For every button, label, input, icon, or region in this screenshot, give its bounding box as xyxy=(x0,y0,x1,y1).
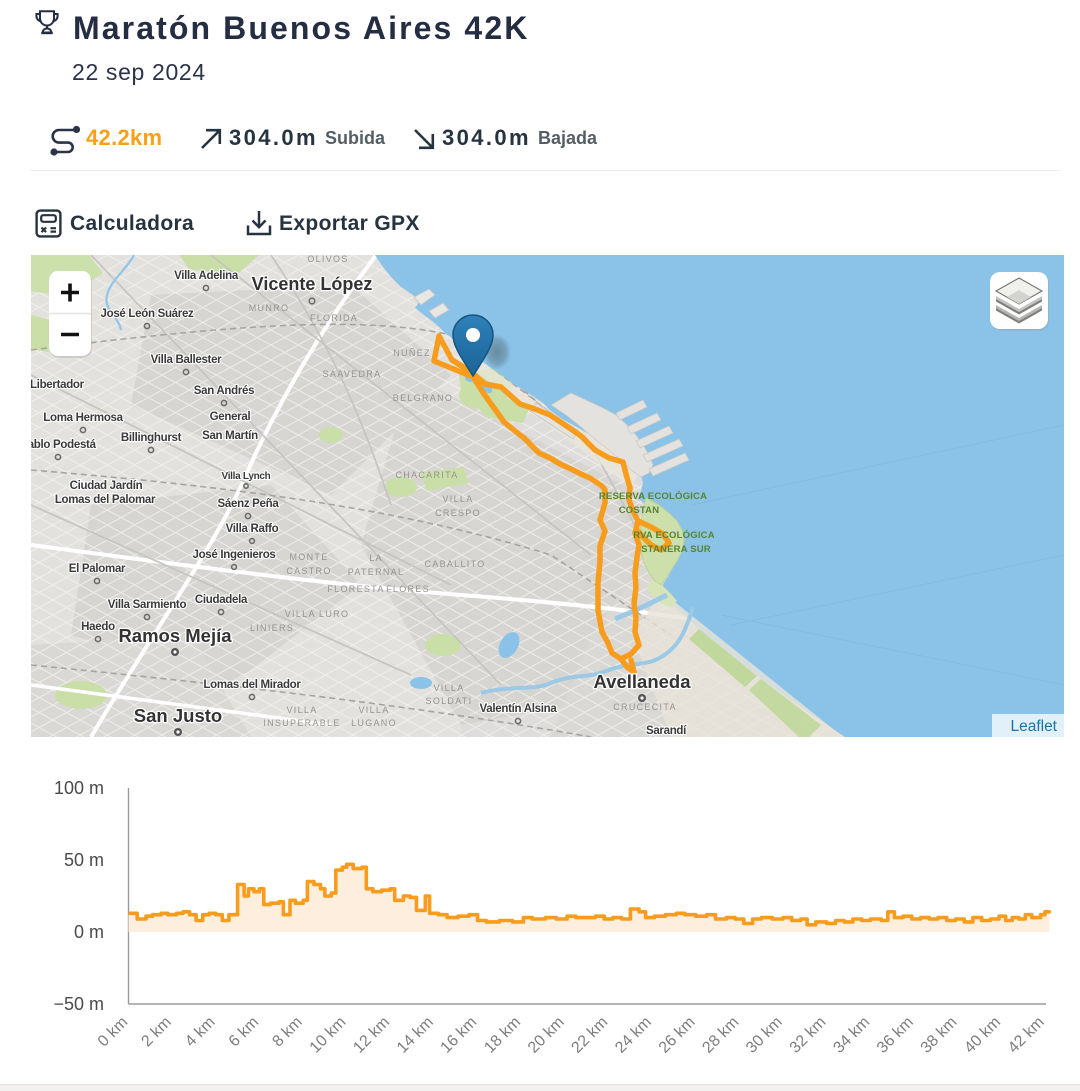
svg-text:Billinghurst: Billinghurst xyxy=(121,432,182,444)
svg-text:Villa Adelina: Villa Adelina xyxy=(174,270,239,282)
svg-text:CABALLITO: CABALLITO xyxy=(424,559,485,569)
svg-text:14 km: 14 km xyxy=(394,1014,437,1057)
svg-text:34 km: 34 km xyxy=(830,1014,873,1057)
svg-text:26 km: 26 km xyxy=(656,1014,699,1057)
svg-text:CASTRO: CASTRO xyxy=(286,566,331,576)
svg-text:Sáenz Peña: Sáenz Peña xyxy=(218,498,280,510)
svg-text:30 km: 30 km xyxy=(743,1014,786,1057)
svg-text:10 km: 10 km xyxy=(307,1014,350,1057)
svg-text:16 km: 16 km xyxy=(438,1014,481,1057)
svg-text:San Martín: San Martín xyxy=(202,430,258,442)
svg-text:Ciudad Jardín: Ciudad Jardín xyxy=(70,480,143,492)
svg-text:Lomas del Palomar: Lomas del Palomar xyxy=(55,494,156,506)
svg-text:Lomas del Mirador: Lomas del Mirador xyxy=(203,679,301,691)
svg-text:CRUCECITA: CRUCECITA xyxy=(613,702,677,712)
svg-text:4 km: 4 km xyxy=(182,1014,219,1051)
svg-text:José León Suárez: José León Suárez xyxy=(101,308,195,320)
svg-text:Loma Hermosa: Loma Hermosa xyxy=(43,412,123,424)
svg-text:28 km: 28 km xyxy=(699,1014,742,1057)
svg-text:El Palomar: El Palomar xyxy=(69,563,126,575)
svg-text:FLORES: FLORES xyxy=(386,584,430,594)
svg-text:José Ingenieros: José Ingenieros xyxy=(192,549,275,561)
svg-text:VILLA: VILLA xyxy=(433,683,464,693)
svg-text:FLORIDA: FLORIDA xyxy=(310,313,358,323)
svg-text:40 km: 40 km xyxy=(961,1014,1004,1057)
svg-text:6 km: 6 km xyxy=(226,1014,263,1051)
svg-text:36 km: 36 km xyxy=(874,1014,917,1057)
svg-text:STANERA SUR: STANERA SUR xyxy=(641,544,711,555)
svg-text:Sarandí: Sarandí xyxy=(646,725,687,737)
svg-text:NUÑEZ: NUÑEZ xyxy=(393,348,431,358)
svg-text:Haedo: Haedo xyxy=(81,621,115,633)
svg-text:8 km: 8 km xyxy=(269,1014,306,1051)
svg-text:CRESPO: CRESPO xyxy=(435,508,481,518)
svg-text:VILLA: VILLA xyxy=(286,705,317,715)
svg-text:RVA ECOLÓGICA: RVA ECOLÓGICA xyxy=(633,529,715,541)
svg-text:VILLA LURO: VILLA LURO xyxy=(285,609,350,619)
svg-text:Ciudadela: Ciudadela xyxy=(195,594,248,606)
svg-text:0 km: 0 km xyxy=(95,1014,132,1051)
svg-text:MUNRO: MUNRO xyxy=(249,303,290,313)
svg-text:LA: LA xyxy=(369,553,383,563)
svg-text:18 km: 18 km xyxy=(481,1014,524,1057)
svg-text:CHACARITA: CHACARITA xyxy=(395,470,458,480)
svg-text:12 km: 12 km xyxy=(350,1014,393,1057)
svg-text:VILLA: VILLA xyxy=(442,494,473,504)
svg-text:SAAVEDRA: SAAVEDRA xyxy=(323,369,382,379)
svg-text:San Andrés: San Andrés xyxy=(194,385,254,397)
svg-text:42 km: 42 km xyxy=(1005,1014,1048,1057)
svg-text:Villa Sarmiento: Villa Sarmiento xyxy=(108,599,187,611)
svg-text:Avellaneda: Avellaneda xyxy=(594,671,692,692)
svg-text:General: General xyxy=(210,411,251,423)
svg-text:22 km: 22 km xyxy=(568,1014,611,1057)
svg-text:RESERVA ECOLÓGICA: RESERVA ECOLÓGICA xyxy=(599,490,707,502)
svg-text:COSTAN: COSTAN xyxy=(619,505,660,516)
svg-text:Pablo Podestá: Pablo Podestá xyxy=(31,439,97,451)
svg-text:2 km: 2 km xyxy=(138,1014,175,1051)
svg-text:VILLA: VILLA xyxy=(358,705,389,715)
svg-text:Ramos Mejía: Ramos Mejía xyxy=(118,625,232,646)
svg-text:INSUPERABLE: INSUPERABLE xyxy=(263,718,340,728)
svg-text:100 m: 100 m xyxy=(54,778,104,798)
svg-text:l Libertador: l Libertador xyxy=(31,379,85,391)
svg-text:20 km: 20 km xyxy=(525,1014,568,1057)
svg-text:Villa Ballester: Villa Ballester xyxy=(151,354,223,366)
svg-text:PATERNAL: PATERNAL xyxy=(348,567,405,577)
svg-text:24 km: 24 km xyxy=(612,1014,655,1057)
svg-text:Leaflet: Leaflet xyxy=(1010,718,1057,735)
svg-text:SOLDATI: SOLDATI xyxy=(426,696,473,706)
svg-text:LINIERS: LINIERS xyxy=(250,623,294,633)
svg-text:MONTE: MONTE xyxy=(290,552,329,562)
svg-text:OLIVOS: OLIVOS xyxy=(307,255,348,264)
svg-text:0 m: 0 m xyxy=(74,922,104,942)
svg-text:−50 m: −50 m xyxy=(53,994,104,1014)
svg-text:BELGRANO: BELGRANO xyxy=(393,393,453,403)
svg-text:Villa Lynch: Villa Lynch xyxy=(222,471,271,482)
svg-text:50 m: 50 m xyxy=(64,850,104,870)
svg-text:32 km: 32 km xyxy=(787,1014,830,1057)
svg-text:LUGANO: LUGANO xyxy=(351,718,397,728)
svg-text:38 km: 38 km xyxy=(918,1014,961,1057)
svg-text:San Justo: San Justo xyxy=(134,705,222,726)
svg-text:Villa Raffo: Villa Raffo xyxy=(226,523,279,535)
svg-text:FLORESTA: FLORESTA xyxy=(327,584,384,594)
svg-text:Valentín Alsina: Valentín Alsina xyxy=(480,703,558,715)
svg-text:Vicente López: Vicente López xyxy=(252,274,373,294)
